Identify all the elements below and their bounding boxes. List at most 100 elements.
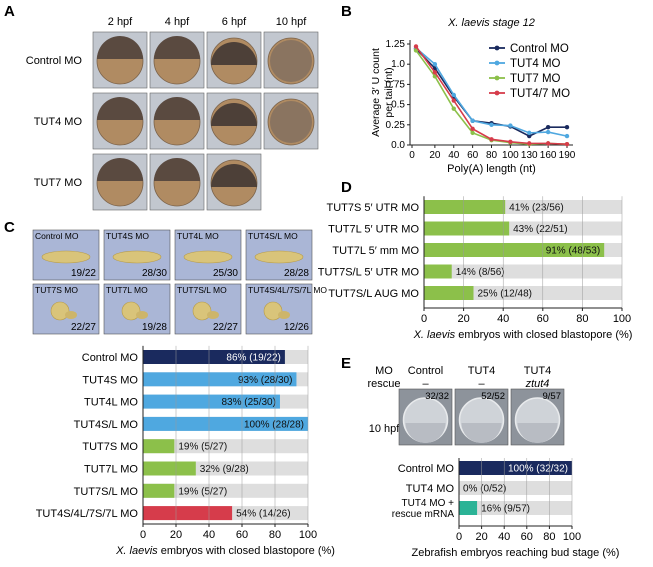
bar [143, 483, 175, 498]
x-tick-label: 80 [543, 531, 555, 543]
category-label: TUT7S/L MO [74, 486, 139, 498]
panel-label-c: C [4, 219, 15, 236]
stage-label: 10 hpf [369, 423, 401, 435]
row-label: Control MO [26, 55, 83, 67]
panel-label-a: A [4, 3, 15, 20]
x-tick-label: 20 [429, 150, 441, 161]
x-tick-label: 40 [498, 531, 510, 543]
bar-value-label: 16% (9/57) [481, 504, 530, 515]
zebrafish-count: 52/52 [481, 391, 505, 402]
data-point [470, 130, 475, 136]
timepoint-label: 2 hpf [108, 16, 133, 28]
bar-value-label: 19% (5/27) [178, 486, 227, 497]
data-point [432, 61, 438, 67]
x-tick-label: 0 [456, 531, 462, 543]
category-label: TUT7S/L 5′ UTR MO [318, 267, 420, 279]
y-axis-label-line: Average 3′ U count [370, 48, 382, 137]
x-tick-label: 60 [236, 529, 248, 541]
tadpole-image-label: TUT4S MO [106, 231, 149, 241]
bar-value-label: 43% (22/51) [513, 224, 567, 235]
zebrafish-yolk [461, 423, 502, 443]
embryo-animal-cap [154, 97, 200, 120]
embryo-animal-cap [211, 42, 257, 65]
data-point [545, 125, 551, 130]
data-point [527, 133, 532, 139]
data-point [545, 129, 551, 135]
tadpole-image-count: 22/27 [71, 322, 96, 333]
x-tick-label: 100 [299, 529, 317, 541]
y-tick-label: 0.75 [386, 79, 406, 90]
zebrafish-yolk [405, 423, 446, 443]
category-label-line: rescue mRNA [392, 509, 455, 520]
category-label: TUT7S/L AUG MO [328, 288, 419, 300]
category-label: TUT7S MO [82, 441, 138, 453]
embryo-animal-cap [154, 36, 200, 59]
panel-b-line-chart: X. laevis stage 12 0.0 0.25 0.5 0.75 1.0 1.25 0… [370, 17, 576, 175]
y-tick-label: 1.25 [386, 39, 406, 50]
x-axis-label: Zebrafish embryos reaching bud stage (%) [412, 547, 620, 559]
bar-value-label: 19% (5/27) [178, 442, 227, 453]
embryo-animal-cap [97, 158, 143, 181]
tadpole-image-count: 28/28 [284, 268, 309, 279]
bar [143, 416, 308, 431]
row-label: TUT4 MO [34, 116, 83, 128]
data-point [451, 92, 456, 98]
tadpole-image-label: TUT4S/4L/7S/7L MO [248, 285, 327, 295]
chart-b-title: X. laevis stage 12 [447, 17, 535, 29]
panel-e-bar-chart: Control MO 100% (32/32) TUT4 MO 0% (0/52) TU… [392, 458, 620, 559]
bar-track [459, 481, 572, 495]
x-tick-label: 80 [576, 313, 588, 325]
tadpole-image-count: 19/22 [71, 268, 96, 279]
category-label: Control MO [398, 463, 455, 475]
category-label: TUT7S 5′ UTR MO [326, 202, 419, 214]
embryo-closed-blastopore [270, 40, 312, 82]
category-label: TUT7L 5′ mm MO [332, 245, 419, 257]
embryo-animal-cap [97, 97, 143, 120]
tadpole-image-label: Control MO [35, 231, 79, 241]
category-label: TUT4S MO [82, 374, 138, 386]
legend-entry: Control MO [510, 43, 569, 55]
x-tick-label: 60 [521, 531, 533, 543]
embryo-animal-cap [211, 164, 257, 187]
data-point [470, 118, 475, 123]
x-tick-label: 20 [457, 313, 469, 325]
x-tick-label: 100 [563, 531, 581, 543]
bar [424, 243, 605, 257]
x-tick-label: 20 [170, 529, 182, 541]
x-axis-label-species: X. laevis [115, 545, 158, 557]
bar [424, 286, 474, 300]
bar-value-label: 83% (25/30) [221, 397, 275, 408]
defective-tadpole [263, 301, 283, 321]
bar [459, 461, 572, 475]
bar-value-label: 86% (19/22) [226, 353, 280, 364]
row-label: TUT7 MO [34, 177, 83, 189]
bar-value-label: 25% (12/48) [478, 289, 532, 300]
bar-value-label: 100% (32/32) [508, 464, 568, 475]
legend-entry: TUT7 MO [510, 73, 561, 85]
embryo-animal-cap [154, 158, 200, 181]
data-point [470, 126, 475, 132]
legend-entry: TUT4 MO [510, 58, 561, 70]
category-label: TUT4S/L MO [74, 419, 139, 431]
tadpole-image-count: 22/27 [213, 322, 238, 333]
category-label: TUT7L 5′ UTR MO [328, 224, 419, 236]
bar [143, 506, 233, 521]
x-tick-label: 40 [448, 150, 460, 161]
timepoint-label: 6 hpf [222, 16, 247, 28]
data-point [451, 106, 456, 111]
legend-marker [494, 75, 500, 81]
x-tick-label: 40 [203, 529, 215, 541]
embryo-closed-blastopore [270, 101, 312, 143]
category-label: TUT4 MO + rescue mRNA [392, 498, 455, 520]
elongated-tadpole [112, 250, 162, 264]
column-rescue-label: – [478, 378, 485, 390]
elongated-tadpole [41, 250, 91, 264]
data-point [489, 137, 494, 142]
tadpole-image-label: TUT7S MO [35, 285, 78, 295]
tadpole-image-count: 25/30 [213, 268, 238, 279]
tadpole-image-count: 12/26 [284, 322, 309, 333]
bar-track [424, 264, 622, 279]
